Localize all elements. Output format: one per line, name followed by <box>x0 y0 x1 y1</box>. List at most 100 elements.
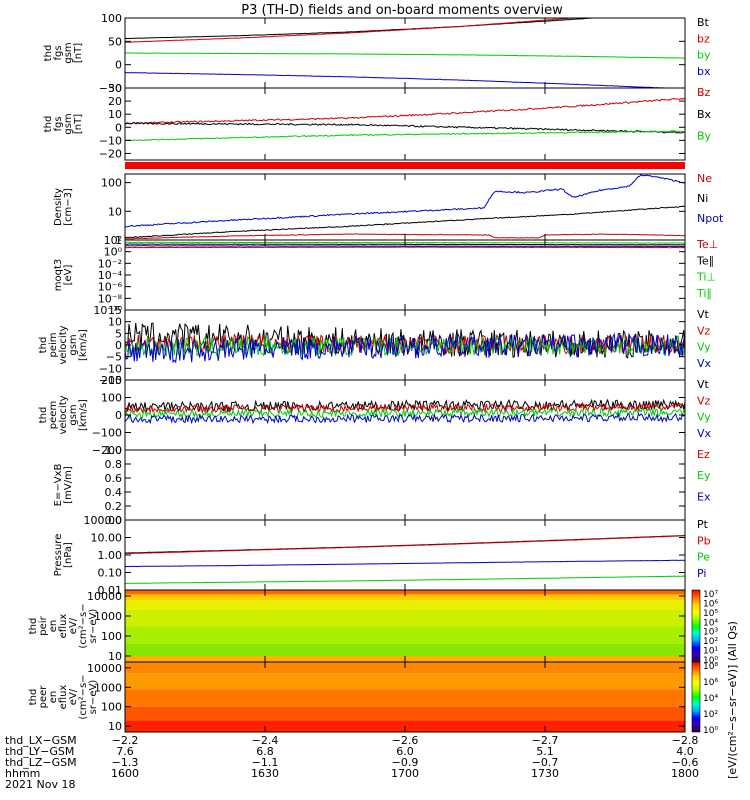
y-axis-label: velocity <box>58 395 69 434</box>
spectrogram-band <box>125 626 685 644</box>
y-tick-label: 1.0 <box>105 444 123 457</box>
legend-Pi: Pi <box>697 567 706 580</box>
series-line-Te⊥ <box>124 246 686 249</box>
panel-frame <box>124 239 686 311</box>
colorbar <box>691 661 701 733</box>
y-axis-label: thd <box>28 689 39 706</box>
y-axis-label: peer <box>38 685 49 709</box>
y-tick-label: 10⁻⁴ <box>98 269 123 282</box>
y-axis-label: fgs <box>53 45 64 60</box>
colorbar-tick-label: 10⁸ <box>703 662 718 672</box>
y-tick-label: 10000 <box>87 662 122 675</box>
y-tick-label: 1 <box>115 234 122 247</box>
y-tick-label: −200 <box>92 444 122 457</box>
x-row-value: 1630 <box>251 767 279 780</box>
y-tick-label: 30 <box>108 82 122 95</box>
y-axis-label: thd <box>38 407 49 424</box>
spectrogram-band <box>125 594 685 601</box>
x-row-value: −2.6 <box>392 734 419 747</box>
y-tick-label: 10⁻⁶ <box>98 281 123 294</box>
legend-Ne: Ne <box>697 172 712 185</box>
y-tick-label: 100 <box>101 701 122 714</box>
y-tick-label: 100 <box>101 630 122 643</box>
legend-Bz: Bz <box>697 86 711 99</box>
x-row-value: −0.6 <box>672 756 699 769</box>
y-axis-label: eV/ <box>68 688 79 705</box>
colorbar-tick-label: 10⁰ <box>703 726 718 736</box>
y-tick-label: 10⁻¹⁰ <box>93 304 122 317</box>
legend-Vx: Vx <box>697 357 712 370</box>
series-line-Ti∥ <box>124 245 686 248</box>
y-tick-label: 0.10 <box>98 567 123 580</box>
y-tick-label: 0.01 <box>98 584 123 597</box>
y-tick-label: −15 <box>99 374 122 387</box>
y-tick-label: −10 <box>99 134 122 147</box>
legend-Ni: Ni <box>697 192 708 205</box>
separator-band <box>125 162 685 169</box>
legend-Ey: Ey <box>697 469 711 482</box>
panel-6: 200 100 0 −100 −200 thd peem velocity gsm [km/s] V… <box>38 374 712 457</box>
series-line-Bz <box>124 97 686 125</box>
legend-Pb: Pb <box>697 534 711 547</box>
y-tick-label: 10⁰ <box>104 246 123 259</box>
y-axis-label: gsm <box>68 404 79 425</box>
series-line-Ni <box>124 205 686 239</box>
panel-9: 10000 1000 100 10 thd peir en eflux eV/(cm²−s− sr… <box>28 589 686 663</box>
panel-frame <box>124 449 686 521</box>
legend-Te⊥: Te⊥ <box>696 238 718 251</box>
colorbar-tick-label: 10⁴ <box>703 618 718 628</box>
legend-Ez: Ez <box>697 448 710 461</box>
y-tick-label: 0.0 <box>105 514 123 527</box>
legend-Ex: Ex <box>697 490 711 503</box>
y-tick-label: 100 <box>101 12 122 25</box>
legend-Vy: Vy <box>697 411 711 424</box>
legend-bz: bz <box>697 32 710 45</box>
series-line-Vy <box>124 335 686 358</box>
x-row-value: 1730 <box>531 767 559 780</box>
legend-Vx: Vx <box>697 427 712 440</box>
series-line-Bx <box>124 122 686 134</box>
y-tick-label: 100 <box>101 177 122 190</box>
colorbar-tick-label: 10² <box>703 710 718 720</box>
x-row-value: −2.8 <box>672 734 699 747</box>
spectrogram-band <box>125 609 685 627</box>
y-axis-label: peim <box>48 332 59 357</box>
y-axis-label: Pressure <box>53 534 64 577</box>
y-axis-label: eflux <box>58 614 69 639</box>
series-line-Vt <box>124 398 686 414</box>
x-row-label: thd_LZ−GSM <box>5 756 77 769</box>
x-row-value: −1.3 <box>112 756 139 769</box>
y-axis-label: sr−eV) <box>88 680 99 715</box>
x-row-value: −0.9 <box>392 756 419 769</box>
y-tick-label: 0 <box>115 59 122 72</box>
x-row-value: 7.6 <box>116 745 134 758</box>
y-axis-label: thd <box>28 618 39 635</box>
y-axis-label: gsm <box>63 42 74 63</box>
y-tick-label: 0 <box>115 339 122 352</box>
colorbar-tick-label: 10⁶ <box>703 599 718 609</box>
x-row-label: hhmm <box>5 767 40 780</box>
panel-1: 100 50 0 −50 thd fgs gsm [nT] Bt bz by bx <box>43 12 711 95</box>
y-axis-label: thd <box>43 116 54 133</box>
series-line-Npot <box>124 174 686 228</box>
y-axis-label: thd <box>38 337 49 354</box>
y-tick-label: 10.00 <box>91 532 123 545</box>
y-axis-label: eV/ <box>68 617 79 634</box>
x-row-value: 1700 <box>391 767 419 780</box>
x-row-label: thd_LY−GSM <box>5 745 74 758</box>
series-line-By <box>124 130 686 142</box>
panel-8: 100.00 10.00 1.00 0.10 0.01 Pressure [nPa] Pt Pb… <box>53 514 711 597</box>
legend-Pe: Pe <box>697 551 710 564</box>
legend-Vz: Vz <box>697 324 711 337</box>
y-axis-label: (cm²−s− <box>78 603 89 648</box>
y-tick-label: 10 <box>108 205 122 218</box>
y-tick-label: 10 <box>108 720 122 733</box>
spectrogram-band <box>125 689 685 707</box>
x-axis-labels: thd_LX−GSM −2.2 −2.4 −2.6 −2.7 −2.8 thd_LY−GSM… <box>5 734 699 791</box>
y-tick-label: 0.8 <box>105 458 123 471</box>
legend-Bt: Bt <box>697 16 710 29</box>
spectrogram-band <box>125 673 685 690</box>
